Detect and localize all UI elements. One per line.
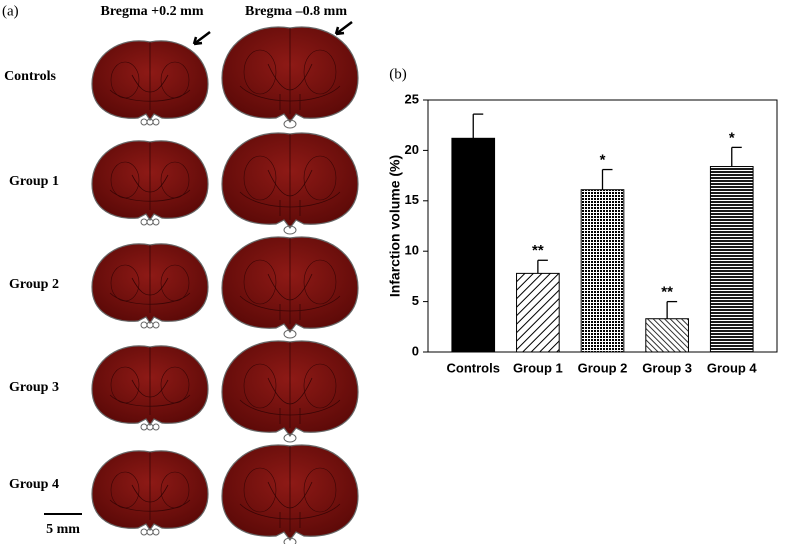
y-tick-label: 10 [405, 243, 419, 258]
x-tick-label: Group 3 [642, 360, 692, 375]
arrow [334, 21, 353, 36]
y-tick-label: 0 [412, 343, 419, 358]
row-label: Controls [4, 69, 56, 84]
row-label: Group 1 [9, 174, 59, 189]
y-axis-label: Infarction volume (%) [387, 155, 403, 297]
brain-section [91, 40, 209, 126]
x-tick-label: Controls [447, 360, 500, 375]
x-tick-label: Group 1 [513, 360, 563, 375]
bar [709, 166, 754, 353]
bar [580, 189, 625, 353]
arrow [192, 31, 211, 46]
brain-section [221, 132, 359, 235]
x-tick-label: Group 4 [707, 360, 758, 375]
significance-label: * [600, 152, 606, 169]
panel-label: (a) [2, 3, 19, 19]
significance-label: ** [661, 284, 673, 301]
scale-bar-label: 5 mm [46, 522, 80, 537]
y-tick-label: 25 [405, 91, 419, 106]
y-tick-label: 15 [405, 192, 419, 207]
brain-section [221, 340, 359, 443]
y-tick-label: 5 [412, 293, 419, 308]
column-header: Bregma +0.2 mm [101, 4, 204, 19]
brain-section [221, 236, 359, 339]
bar [516, 272, 560, 353]
brain-section [221, 26, 359, 129]
significance-label: * [729, 129, 735, 146]
y-tick-label: 20 [405, 142, 419, 157]
row-label: Group 3 [9, 380, 59, 395]
brain-section [221, 444, 359, 544]
column-header: Bregma –0.8 mm [245, 4, 347, 19]
row-label: Group 2 [9, 277, 59, 292]
brain-section [91, 140, 209, 226]
bar [645, 318, 689, 353]
bar [451, 137, 496, 353]
brain-section [91, 243, 209, 329]
significance-label: ** [532, 242, 544, 259]
x-tick-label: Group 2 [578, 360, 628, 375]
brain-section [91, 450, 209, 536]
row-label: Group 4 [9, 477, 59, 492]
brain-section [91, 345, 209, 431]
panel-label: (b) [389, 66, 407, 82]
